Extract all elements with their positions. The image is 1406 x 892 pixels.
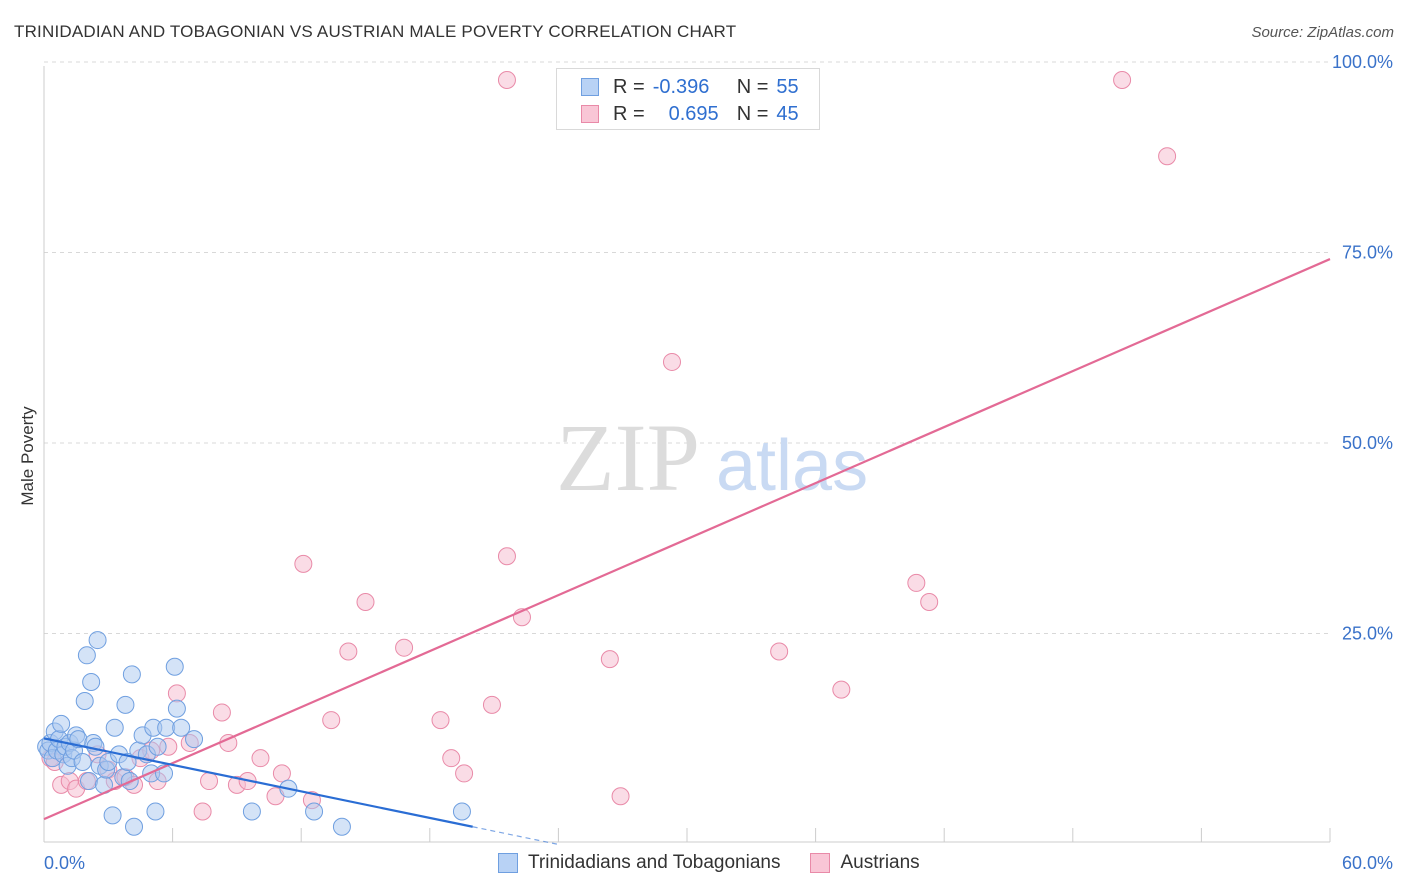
trinidadian-point xyxy=(185,730,204,749)
n-label: N = xyxy=(736,102,769,125)
trinidadian-point xyxy=(452,802,471,821)
austrian-point xyxy=(770,642,789,661)
austrian-point xyxy=(1113,71,1132,89)
r-label: R = xyxy=(613,102,645,125)
trinidadian-point xyxy=(332,817,351,836)
trinidadian-point xyxy=(105,718,124,737)
trend-lines xyxy=(43,258,1331,846)
trinidadian-point xyxy=(148,737,167,756)
austrian-point xyxy=(455,764,474,783)
trinidadian-point xyxy=(75,692,94,711)
trinidadian-point xyxy=(122,665,141,684)
pink-swatch xyxy=(810,853,831,873)
series-legend: Trinidadians and Tobagonians Austrians xyxy=(498,852,950,874)
trinidadian-point xyxy=(125,817,144,836)
austrian-point xyxy=(272,764,291,783)
austrian-point xyxy=(395,638,414,657)
austrian-point xyxy=(611,787,630,806)
austrian-point xyxy=(251,749,270,768)
trinidadian-point xyxy=(165,657,184,676)
legend-item-trinidadians: Trinidadians and Tobagonians xyxy=(498,852,780,874)
austrian-point xyxy=(431,711,450,730)
austrian-point xyxy=(497,547,516,566)
legend-row-trinidadians: R = -0.396 N = 55 xyxy=(581,75,799,99)
austrian-point xyxy=(920,592,939,611)
grid-lines xyxy=(44,61,1330,634)
y-tick-label: 100.0% xyxy=(1332,52,1393,72)
watermark: ZIP atlas xyxy=(556,404,868,511)
austrian-point xyxy=(167,684,186,703)
austrian-point xyxy=(356,592,375,611)
trinidadian-point xyxy=(172,718,191,737)
trinidadian-point xyxy=(157,718,176,737)
legend-row-austrians: R = 0.695 N = 45 xyxy=(581,102,799,126)
n-value: 55 xyxy=(776,75,799,98)
watermark-zip: ZIP xyxy=(556,404,700,511)
chart-title: TRINIDADIAN AND TOBAGONIAN VS AUSTRIAN M… xyxy=(14,22,737,41)
austrian-point xyxy=(600,650,619,669)
austrian-point xyxy=(212,703,231,722)
r-value: -0.396 xyxy=(652,75,710,98)
blue-swatch xyxy=(498,853,518,873)
trinidadian-point xyxy=(88,631,107,650)
austrian-point xyxy=(832,680,851,699)
x-tick-label: 0.0% xyxy=(44,853,85,873)
trinidadian-point xyxy=(305,802,324,821)
legend-item-austrians: Austrians xyxy=(810,852,920,874)
n-value: 45 xyxy=(776,102,799,125)
austrian-point xyxy=(322,711,341,730)
correlation-legend: R = -0.396 N = 55 R = 0.695 N = 45 xyxy=(556,68,820,130)
trinidadian-point xyxy=(77,646,96,665)
trinidadian-point xyxy=(73,752,92,771)
trinidadian-point xyxy=(80,772,99,791)
austrians-trend-line xyxy=(43,258,1331,821)
austrian-point xyxy=(1158,147,1177,166)
blue-swatch xyxy=(581,78,599,96)
y-tick-label: 25.0% xyxy=(1342,624,1393,644)
legend-label-austrians: Austrians xyxy=(840,852,920,873)
austrian-point xyxy=(662,352,681,371)
trinidadian-point xyxy=(116,695,135,714)
n-label: N = xyxy=(736,75,769,98)
trinidadian-point xyxy=(82,672,101,691)
legend-label-trinidadians: Trinidadians and Tobagonians xyxy=(528,852,781,873)
austrian-point xyxy=(907,573,926,592)
y-tick-label: 75.0% xyxy=(1342,243,1393,263)
source-label: Source: ZipAtlas.com xyxy=(1251,24,1394,41)
x-tick-label: 60.0% xyxy=(1342,853,1393,873)
r-label: R = xyxy=(613,75,645,98)
trinidadian-point xyxy=(146,802,165,821)
trinidadian-point xyxy=(103,806,122,825)
austrian-point xyxy=(482,695,501,714)
austrian-point xyxy=(339,642,358,661)
trinidadian-point xyxy=(242,802,261,821)
trinidadians-trend-line xyxy=(43,737,473,828)
axes xyxy=(43,66,1331,843)
trinidadian-point xyxy=(167,699,186,718)
pink-swatch xyxy=(581,105,599,123)
trinidadians-trend-extension xyxy=(472,826,559,846)
trinidadian-point xyxy=(52,714,71,733)
austrian-point xyxy=(442,749,461,768)
r-value: 0.695 xyxy=(668,102,719,125)
trinidadian-point xyxy=(118,752,137,771)
y-tick-label: 50.0% xyxy=(1342,433,1393,453)
tick-labels: 25.0% 50.0% 75.0% 100.0% 0.0% 60.0% xyxy=(44,52,1393,873)
austrian-point xyxy=(193,802,212,821)
austrian-point xyxy=(294,554,313,573)
austrian-point xyxy=(497,71,516,89)
austrian-point xyxy=(200,772,219,791)
